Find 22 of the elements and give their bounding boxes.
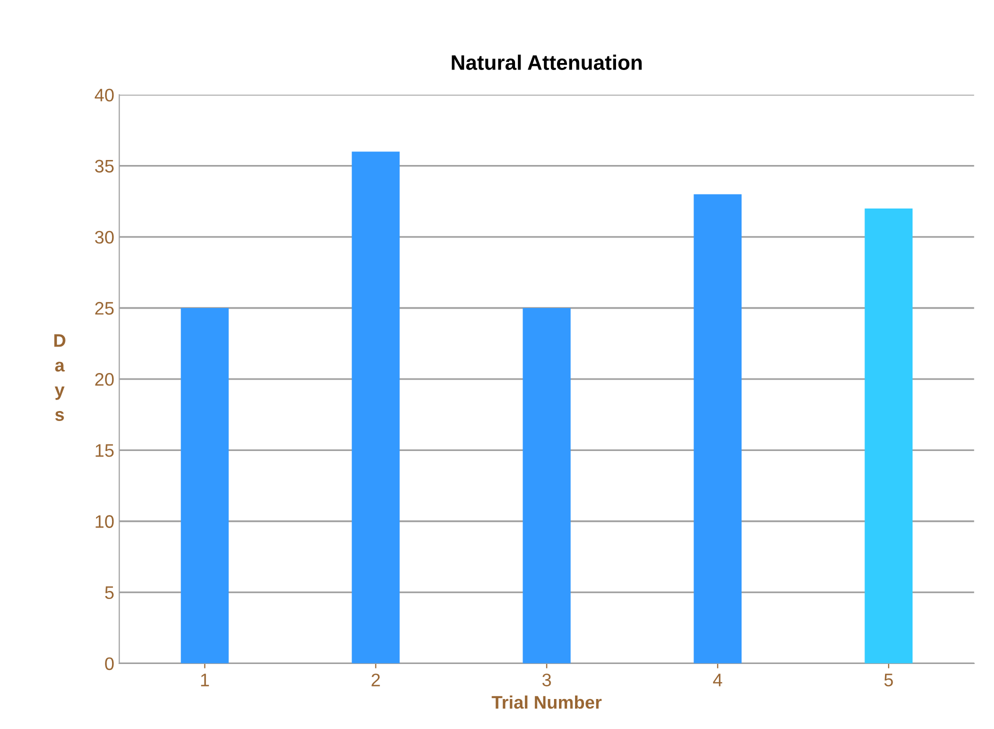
- y-tick-label: 40: [94, 88, 114, 102]
- bar: [352, 152, 400, 664]
- y-tick-label: 0: [105, 657, 114, 670]
- y-tick-label: 25: [95, 302, 114, 315]
- bar: [180, 308, 229, 664]
- bar: [694, 194, 742, 664]
- y-tick-label: 5: [105, 586, 114, 600]
- y-tick-label: 30: [95, 230, 114, 244]
- y-tick-label: 35: [95, 160, 114, 173]
- x-tick-label: 1: [201, 674, 209, 686]
- y-tick-label: 15: [96, 444, 114, 457]
- chart-title: Natural Attenuation: [452, 54, 642, 70]
- y-tick-label: 20: [95, 373, 114, 386]
- y-tick-label: 10: [96, 515, 114, 528]
- y-axis-title: Days: [54, 334, 66, 421]
- x-tick-label: 4: [713, 674, 722, 686]
- bar: [522, 308, 571, 664]
- x-tick-label: 2: [372, 674, 380, 686]
- bar: [864, 208, 913, 664]
- x-axis-title: Trial Number: [492, 696, 602, 709]
- x-tick-label: 5: [884, 674, 893, 686]
- x-tick-label: 3: [542, 674, 551, 686]
